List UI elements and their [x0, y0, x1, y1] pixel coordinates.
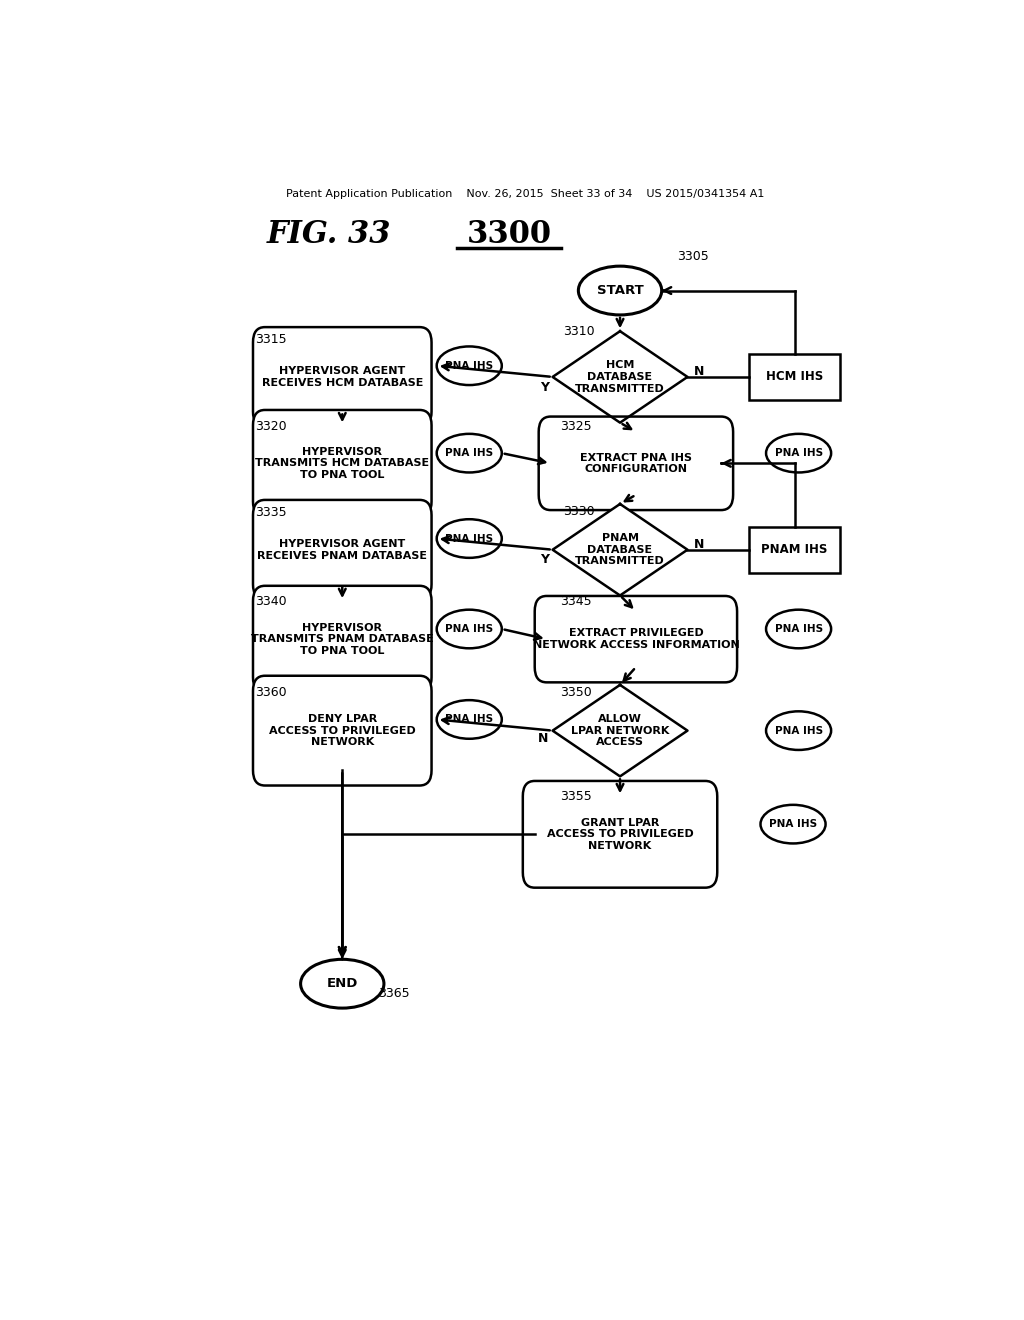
Text: Y: Y	[630, 787, 639, 800]
Text: 3330: 3330	[563, 506, 595, 519]
Text: PNA IHS: PNA IHS	[769, 820, 817, 829]
Text: 3345: 3345	[560, 594, 592, 607]
FancyBboxPatch shape	[523, 781, 717, 887]
Text: HYPERVISOR AGENT
RECEIVES HCM DATABASE: HYPERVISOR AGENT RECEIVES HCM DATABASE	[261, 366, 423, 388]
Polygon shape	[553, 504, 687, 595]
Text: PNA IHS: PNA IHS	[774, 624, 822, 634]
Text: PNAM
DATABASE
TRANSMITTED: PNAM DATABASE TRANSMITTED	[575, 533, 665, 566]
Text: 3315: 3315	[255, 334, 287, 346]
Text: HYPERVISOR
TRANSMITS PNAM DATABASE
TO PNA TOOL: HYPERVISOR TRANSMITS PNAM DATABASE TO PN…	[251, 623, 433, 656]
Text: PNAM IHS: PNAM IHS	[762, 544, 827, 556]
Text: PNA IHS: PNA IHS	[774, 449, 822, 458]
Ellipse shape	[766, 434, 831, 473]
Ellipse shape	[766, 610, 831, 648]
Text: PNA IHS: PNA IHS	[774, 726, 822, 735]
Text: PNA IHS: PNA IHS	[445, 714, 494, 725]
Text: N: N	[694, 539, 705, 552]
Ellipse shape	[436, 346, 502, 385]
Ellipse shape	[436, 700, 502, 739]
Text: ALLOW
LPAR NETWORK
ACCESS: ALLOW LPAR NETWORK ACCESS	[570, 714, 670, 747]
Text: DENY LPAR
ACCESS TO PRIVILEGED
NETWORK: DENY LPAR ACCESS TO PRIVILEGED NETWORK	[269, 714, 416, 747]
Text: END: END	[327, 977, 358, 990]
Bar	[749, 527, 841, 573]
Text: EXTRACT PNA IHS
CONFIGURATION: EXTRACT PNA IHS CONFIGURATION	[580, 453, 692, 474]
Ellipse shape	[579, 267, 662, 315]
Text: Y: Y	[540, 553, 549, 566]
FancyBboxPatch shape	[253, 411, 431, 516]
FancyBboxPatch shape	[535, 595, 737, 682]
Text: N: N	[539, 733, 549, 746]
Ellipse shape	[301, 960, 384, 1008]
Text: 3320: 3320	[255, 420, 287, 433]
Text: N: N	[694, 366, 705, 379]
Text: GRANT LPAR
ACCESS TO PRIVILEGED
NETWORK: GRANT LPAR ACCESS TO PRIVILEGED NETWORK	[547, 817, 693, 851]
Ellipse shape	[766, 711, 831, 750]
Bar	[749, 354, 841, 400]
Text: 3335: 3335	[255, 507, 287, 519]
Text: PNA IHS: PNA IHS	[445, 449, 494, 458]
Text: 3305: 3305	[677, 249, 709, 263]
Text: 3300: 3300	[466, 219, 552, 251]
Text: 3360: 3360	[255, 686, 287, 700]
Ellipse shape	[761, 805, 825, 843]
FancyBboxPatch shape	[539, 417, 733, 510]
Text: 3355: 3355	[560, 789, 592, 803]
Text: PNA IHS: PNA IHS	[445, 360, 494, 371]
Text: 3365: 3365	[378, 987, 410, 1001]
Text: PNA IHS: PNA IHS	[445, 533, 494, 544]
Text: HCM
DATABASE
TRANSMITTED: HCM DATABASE TRANSMITTED	[575, 360, 665, 393]
FancyBboxPatch shape	[253, 327, 431, 426]
Text: 3340: 3340	[255, 594, 287, 607]
Text: 3325: 3325	[560, 420, 592, 433]
Text: HYPERVISOR AGENT
RECEIVES PNAM DATABASE: HYPERVISOR AGENT RECEIVES PNAM DATABASE	[257, 539, 427, 561]
Ellipse shape	[436, 434, 502, 473]
Text: HCM IHS: HCM IHS	[766, 371, 823, 383]
Text: HYPERVISOR
TRANSMITS HCM DATABASE
TO PNA TOOL: HYPERVISOR TRANSMITS HCM DATABASE TO PNA…	[255, 446, 429, 480]
FancyBboxPatch shape	[253, 676, 431, 785]
Text: EXTRACT PRIVILEGED
NETWORK ACCESS INFORMATION: EXTRACT PRIVILEGED NETWORK ACCESS INFORM…	[532, 628, 739, 649]
Text: 3310: 3310	[563, 325, 595, 338]
Text: PNA IHS: PNA IHS	[445, 624, 494, 634]
FancyBboxPatch shape	[253, 500, 431, 599]
Text: FIG. 33: FIG. 33	[267, 219, 391, 251]
FancyBboxPatch shape	[253, 586, 431, 693]
Polygon shape	[553, 331, 687, 422]
Ellipse shape	[436, 519, 502, 558]
Text: Y: Y	[540, 380, 549, 393]
Text: START: START	[597, 284, 643, 297]
Polygon shape	[553, 685, 687, 776]
Text: Patent Application Publication    Nov. 26, 2015  Sheet 33 of 34    US 2015/03413: Patent Application Publication Nov. 26, …	[286, 189, 764, 199]
Text: 3350: 3350	[560, 686, 592, 700]
Ellipse shape	[436, 610, 502, 648]
